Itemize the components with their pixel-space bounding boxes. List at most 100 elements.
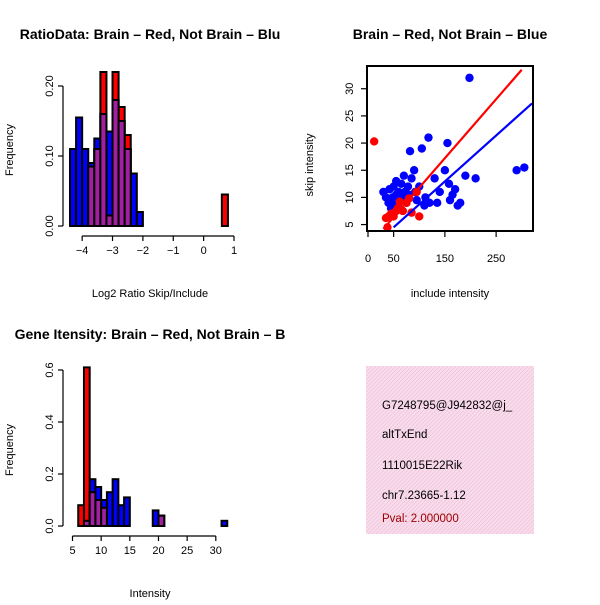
intensity-hist-x-tick-label: 20	[152, 545, 164, 557]
ratio-hist-y-tick-label: 0.10	[44, 145, 56, 166]
not-brain-point	[435, 187, 444, 197]
intensity-hist-overlap-bar	[157, 514, 166, 527]
hatch-line	[366, 366, 409, 409]
scatter-x-tick-label: 0	[365, 253, 371, 265]
hatch-line	[366, 366, 445, 445]
ratio-hist-y-tick-label: 0.20	[44, 75, 56, 96]
hatch-line	[366, 366, 389, 389]
not-brain-point	[417, 144, 427, 153]
hatch-line	[366, 366, 381, 381]
hatch-line	[443, 443, 534, 534]
hatch-line	[499, 499, 534, 534]
hatch-lines	[196, 366, 600, 534]
scatter-y-tick-label: 15	[344, 164, 356, 176]
hatch-line	[479, 479, 534, 534]
hatch-line	[366, 366, 477, 477]
scatter-x-tick-label: 50	[388, 253, 400, 265]
hatch-line	[366, 366, 493, 493]
intensity-hist-x-tick-label: 15	[124, 545, 136, 557]
intensity-histogram-ylabel: Frequency	[4, 424, 16, 476]
intensity-hist-blue-bar	[111, 478, 120, 528]
hatch-line	[536, 366, 600, 534]
not-brain-point	[409, 166, 419, 175]
hatch-line	[366, 366, 453, 453]
scatter-y-tick-label: 10	[344, 191, 356, 203]
hatch-line	[366, 366, 377, 377]
hatch-line	[366, 366, 473, 473]
hatch-line	[431, 431, 534, 534]
not-brain-point	[512, 166, 521, 175]
scatter-x-tick-label: 250	[487, 253, 505, 265]
ratio-hist-x-tick-label: −2	[137, 245, 150, 257]
intensity-hist-blue-bar	[220, 519, 229, 527]
hatch-line	[435, 435, 534, 534]
hatch-line	[366, 366, 489, 489]
not-brain-fit-line	[392, 102, 532, 229]
not-brain-point	[424, 133, 433, 142]
scatter-ylabel: skip intensity	[304, 133, 316, 196]
not-brain-point	[397, 179, 406, 189]
info-pval: Pval: 2.000000	[382, 513, 459, 525]
not-brain-point	[430, 174, 439, 183]
hatch-line	[451, 451, 534, 534]
hatch-line	[495, 495, 534, 534]
hatch-line	[366, 366, 505, 505]
hatch-line	[366, 366, 533, 533]
scatter-plot: 0 50 150 250 5 10 15 20 25 30	[344, 68, 532, 265]
hatch-line	[375, 375, 534, 534]
brain-point	[369, 137, 379, 146]
not-brain-point	[443, 138, 452, 148]
ratio-hist-blue-bar	[135, 211, 144, 227]
intensity-hist-blue-bar	[123, 496, 131, 527]
info-panel-hatching	[196, 366, 600, 534]
intensity-hist-y-tick-label: 0.4	[44, 414, 56, 429]
intensity-hist-y-tick-label: 0.6	[44, 362, 56, 377]
hatch-line	[471, 471, 534, 534]
hatch-line	[366, 366, 385, 385]
hatch-line	[531, 531, 534, 534]
hatch-line	[487, 487, 534, 534]
brain-point	[415, 212, 424, 221]
ratio-hist-x-tick-label: 0	[201, 245, 207, 257]
ratio-histogram-title: RatioData: Brain – Red, Not Brain – Blu	[20, 26, 281, 42]
hatch-line	[439, 439, 534, 534]
scatter-y-tick-label: 25	[344, 110, 356, 122]
hatch-line	[366, 366, 449, 449]
hatch-line	[366, 366, 525, 525]
intensity-histogram-title: Gene Itensity: Brain – Red, Not Brain – …	[15, 326, 286, 342]
hatch-line	[366, 366, 497, 497]
hatch-line	[366, 366, 465, 465]
hatch-line	[395, 395, 534, 534]
scatter-panel: Brain – Red, Not Brain – Blue include in…	[304, 26, 547, 300]
hatch-line	[467, 467, 534, 534]
hatch-line	[483, 483, 534, 534]
intensity-histogram-panel: Gene Itensity: Brain – Red, Not Brain – …	[4, 326, 285, 600]
hatch-line	[366, 366, 421, 421]
ratio-histogram-xlabel: Log2 Ratio Skip/Include	[92, 288, 208, 300]
hatch-line	[366, 366, 413, 413]
not-brain-point	[405, 147, 415, 156]
hatch-line	[366, 366, 373, 373]
intensity-hist-x-tick-label: 5	[69, 545, 75, 557]
hatch-line	[196, 366, 364, 534]
hatch-line	[503, 503, 534, 534]
info-line-gene-name: 1110015E22Rik	[382, 460, 462, 472]
not-brain-point	[444, 179, 454, 189]
not-brain-point	[412, 195, 421, 205]
hatch-line	[387, 387, 534, 534]
hatch-line	[366, 366, 501, 501]
scatter-title: Brain – Red, Not Brain – Blue	[353, 26, 548, 42]
brain-fit-line	[382, 68, 523, 230]
hatch-line	[366, 366, 401, 401]
hatch-line	[447, 447, 534, 534]
scatter-frame	[366, 65, 534, 232]
hatch-line	[527, 527, 534, 534]
ratio-histogram-ylabel: Frequency	[4, 124, 16, 176]
hatch-line	[367, 367, 534, 534]
scatter-y-tick-label: 5	[344, 222, 356, 228]
hatch-line	[366, 366, 529, 529]
info-line-event-type: altTxEnd	[382, 429, 427, 441]
not-brain-point	[440, 166, 450, 175]
hatch-line	[366, 366, 437, 437]
